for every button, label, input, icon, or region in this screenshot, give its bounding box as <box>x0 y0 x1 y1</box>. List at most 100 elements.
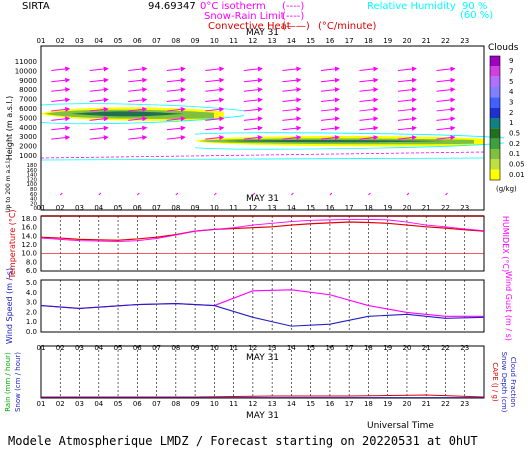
arrow-icon <box>320 66 340 72</box>
arrow-icon <box>205 66 225 72</box>
hour-label: 03 <box>75 400 84 408</box>
hour-label: 07 <box>152 400 161 408</box>
precipitation-panel <box>40 345 485 399</box>
arrow-icon <box>320 97 340 103</box>
colorbar-swatch <box>490 87 500 98</box>
arrow-icon <box>359 135 379 141</box>
clouds-ytick: 7000 <box>19 96 37 104</box>
rh-contour <box>195 132 505 139</box>
forecast-footer: Modele Atmospherique LMDZ / Forecast sta… <box>8 434 478 448</box>
hour-label: 11 <box>229 204 238 212</box>
temperature-ytick: 16.0 <box>21 224 37 232</box>
rh-contour <box>195 142 505 150</box>
hour-label: 23 <box>460 204 469 212</box>
hour-label: 17 <box>345 37 354 45</box>
clouds-ytick-low: 140 <box>27 173 38 179</box>
colorbar-swatch <box>490 107 500 118</box>
wind-frame <box>40 279 485 333</box>
clouds-ytick-low: 80 <box>30 187 37 193</box>
arrow-icon <box>128 135 148 141</box>
hour-label: 13 <box>268 204 277 212</box>
wind-gust-line <box>40 289 484 317</box>
precipitation-series <box>41 394 485 398</box>
hour-label: 10 <box>210 204 219 212</box>
arrow-icon <box>89 66 109 72</box>
clouds-ytick: 6000 <box>19 105 37 113</box>
arrow-icon <box>436 97 456 103</box>
hour-label: 03 <box>75 204 84 212</box>
clouds-ylabel: Height (m a.s.l.) <box>5 96 14 161</box>
arrow-icon <box>406 192 410 196</box>
arrow-icon <box>166 135 186 141</box>
cloud-layer-core <box>71 111 184 117</box>
arrow-icon <box>282 97 302 103</box>
arrow-icon <box>243 135 263 141</box>
arrow-icon <box>252 192 256 196</box>
arrow-icon <box>89 125 109 131</box>
clouds-ytick: 8000 <box>19 86 37 94</box>
hour-label: 04 <box>94 37 103 45</box>
arrow-icon <box>89 135 109 141</box>
colorbar-tick: 0.1 <box>509 150 520 158</box>
wind-panel <box>40 279 485 333</box>
hour-label: 22 <box>441 37 450 45</box>
clouds-frame <box>40 45 485 211</box>
hour-label: 17 <box>345 204 354 212</box>
clouds-ytick: 9000 <box>19 77 37 85</box>
hour-label: 13 <box>268 37 277 45</box>
hour-label: 18 <box>364 37 373 45</box>
arrow-icon <box>397 97 417 103</box>
arrow-icon <box>89 87 109 93</box>
arrow-icon <box>368 192 371 196</box>
hour-label: 22 <box>441 204 450 212</box>
arrow-icon <box>436 87 456 93</box>
hour-label: 11 <box>229 400 238 408</box>
clouds-ytick-low: 180 <box>27 163 38 169</box>
wind-speed-line <box>40 303 485 327</box>
colorbar-tick: 0.2 <box>509 140 520 148</box>
arrow-icon <box>166 87 186 93</box>
colorbar-swatch <box>490 138 500 149</box>
legend-rh: Relative Humidity <box>367 1 456 12</box>
colorbar-tick: 3 <box>509 99 513 107</box>
rh-contour-low <box>40 157 485 161</box>
hour-label: 08 <box>171 204 180 212</box>
hour-label: 01 <box>37 37 46 45</box>
arrow-icon <box>166 77 186 83</box>
hour-label: 08 <box>171 37 180 45</box>
hour-label: 11 <box>229 37 238 45</box>
hour-label: 19 <box>383 204 392 212</box>
arrow-icon <box>51 135 71 141</box>
arrow-icon <box>128 106 148 112</box>
clouds-ytick-low: 60 <box>30 192 37 198</box>
colorbar-swatch <box>490 128 500 139</box>
hour-label: 23 <box>460 400 469 408</box>
wind-yticks: 5.0 4.0 3.02.0 1.0 0.0 <box>26 279 37 336</box>
hour-label: 04 <box>94 400 103 408</box>
arrow-icon <box>166 66 186 72</box>
clouds-ytick: 1000 <box>19 152 37 160</box>
precipitation-grid <box>40 346 485 398</box>
legend-isotherm: 0°C isotherm <box>200 1 266 12</box>
hour-label: 21 <box>422 400 431 408</box>
hour-label: 09 <box>191 400 200 408</box>
cape-ylabel: CAPE (J / g) <box>491 362 499 402</box>
clouds-ytick: 11000 <box>15 58 37 66</box>
date-label-3: MAY 31 <box>246 411 279 421</box>
colorbar-swatch <box>490 97 500 108</box>
wind-ytick: 2.0 <box>26 308 37 316</box>
colorbar-tick: 2 <box>509 109 513 117</box>
arrow-icon <box>89 77 109 83</box>
hour-label: 17 <box>345 400 354 408</box>
arrow-icon <box>291 192 294 196</box>
arrow-icon <box>205 106 225 112</box>
colorbar-swatch <box>490 159 500 170</box>
arrow-icon <box>128 97 148 103</box>
clouds-panel <box>40 45 505 211</box>
arrow-icon <box>128 116 148 122</box>
clouds-ytick: 2000 <box>19 143 37 151</box>
arrow-icon <box>243 77 263 83</box>
legend-convective-unit: (°C/minute) <box>318 21 377 32</box>
